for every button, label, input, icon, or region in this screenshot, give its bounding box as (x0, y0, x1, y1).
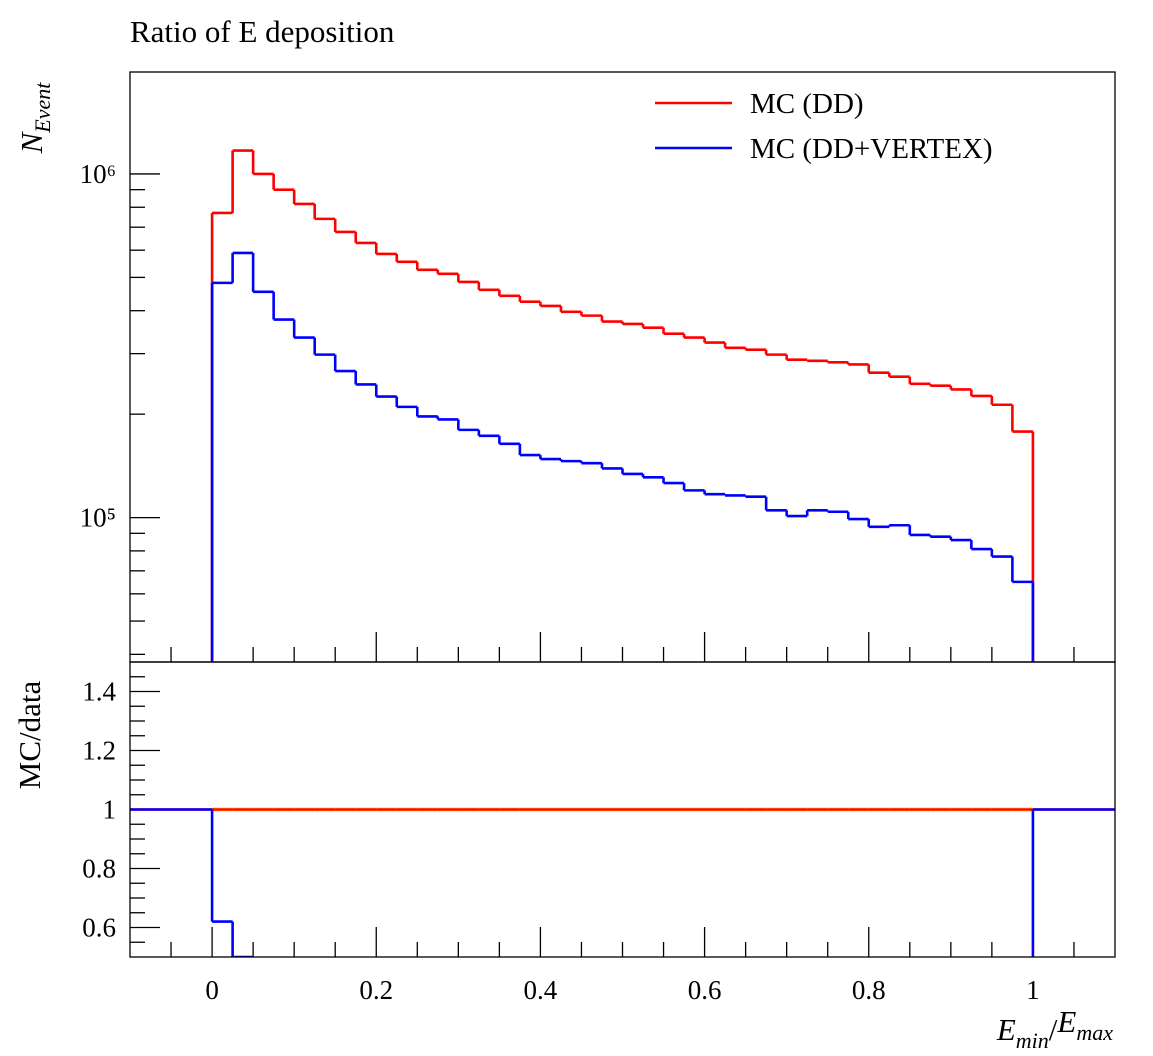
y-tick-label: 10⁵ (80, 503, 116, 533)
y-tick-label: 10⁶ (80, 159, 116, 189)
x-axis-label-part: / (1049, 1012, 1058, 1047)
y-axis-label: NEvent (14, 82, 55, 155)
legend-label: MC (DD) (750, 88, 864, 120)
legend-label: MC (DD+VERTEX) (750, 133, 993, 165)
y-tick-label: 0.8 (82, 854, 116, 884)
x-tick-label: 1 (1026, 975, 1040, 1005)
y-axis-label-sub: Event (30, 82, 55, 134)
x-tick-label: 0.2 (359, 975, 393, 1005)
y-tick-label: 1 (103, 795, 117, 825)
y-tick-label: 1.2 (82, 736, 116, 766)
x-axis-label-part: E (996, 1012, 1016, 1047)
y-axis-label-main: N (14, 130, 49, 154)
chart-title: Ratio of E deposition (130, 14, 395, 49)
plot-area (130, 807, 1115, 957)
x-axis-label-sub: max (1076, 1020, 1113, 1045)
x-axis-label-part: E (1056, 1004, 1076, 1039)
x-tick-label: 0.6 (688, 975, 722, 1005)
x-tick-label: 0 (205, 975, 219, 1005)
x-axis-label: Emin/Emax (996, 1004, 1113, 1053)
x-tick-label: 0.4 (524, 975, 558, 1005)
y-tick-label: 1.4 (82, 677, 116, 707)
x-tick-label: 0.8 (852, 975, 886, 1005)
y-tick-label: 0.6 (82, 913, 116, 943)
plot-frame (129, 661, 1116, 958)
x-axis-label-sub: min (1016, 1028, 1049, 1053)
plot-area (210, 149, 1035, 662)
y-axis-label: MC/data (12, 681, 47, 790)
